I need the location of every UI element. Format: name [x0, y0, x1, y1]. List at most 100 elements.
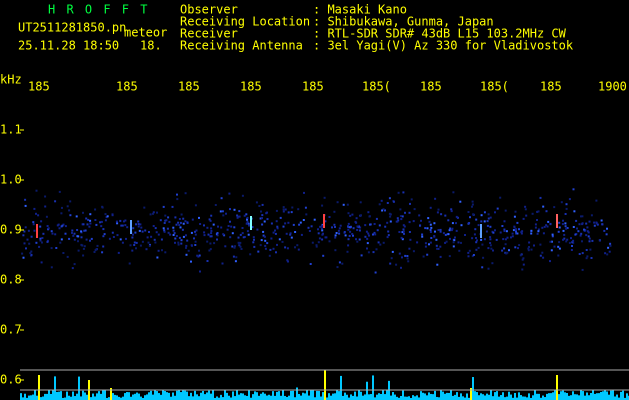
signal-level: [240, 393, 242, 400]
signal-level: [444, 393, 446, 400]
noise: [222, 233, 225, 236]
noise: [184, 192, 187, 195]
signal-level: [578, 395, 580, 400]
noise: [203, 234, 206, 237]
signal-level: [322, 392, 324, 400]
noise: [292, 223, 295, 226]
noise: [472, 213, 475, 216]
noise: [284, 208, 287, 211]
noise: [35, 212, 37, 215]
noise: [111, 214, 114, 217]
noise: [450, 229, 453, 232]
meteor-echo: [250, 216, 252, 230]
signal-level: [80, 396, 82, 400]
noise: [378, 203, 381, 206]
noise: [424, 245, 427, 248]
noise: [494, 229, 496, 232]
noise: [263, 235, 266, 238]
noise: [178, 224, 181, 226]
noise: [424, 242, 427, 245]
noise: [242, 236, 245, 239]
noise: [246, 230, 249, 233]
noise: [40, 220, 43, 223]
noise: [527, 249, 530, 252]
noise: [424, 227, 427, 230]
noise: [504, 243, 507, 246]
noise: [275, 220, 278, 223]
noise: [24, 204, 27, 207]
noise: [68, 237, 71, 240]
noise: [155, 231, 158, 234]
noise: [421, 235, 424, 238]
signal-level: [462, 396, 464, 400]
noise: [581, 223, 584, 226]
signal-level: [538, 393, 540, 400]
noise: [208, 249, 211, 252]
noise: [429, 229, 432, 231]
noise: [232, 255, 235, 258]
noise: [69, 200, 72, 203]
signal-level: [288, 395, 290, 400]
noise: [487, 247, 490, 250]
signal-level: [572, 391, 574, 400]
noise: [471, 203, 474, 206]
noise: [119, 219, 122, 222]
noise: [471, 205, 473, 208]
noise: [116, 234, 119, 237]
signal-level: [254, 391, 256, 400]
noise: [294, 246, 296, 249]
noise: [90, 237, 93, 240]
noise: [562, 229, 565, 232]
noise: [290, 211, 293, 214]
noise: [397, 219, 400, 222]
noise: [302, 219, 305, 221]
noise: [81, 244, 84, 247]
noise: [515, 230, 517, 233]
noise: [282, 225, 285, 228]
signal-level: [424, 393, 426, 400]
noise: [25, 247, 27, 250]
noise: [549, 260, 551, 263]
signal-level: [300, 395, 302, 400]
signal-level: [466, 393, 468, 400]
noise: [473, 233, 476, 236]
file-suffix: meteor: [124, 26, 167, 40]
noise: [452, 191, 455, 194]
signal-level: [510, 394, 512, 400]
noise: [451, 227, 454, 230]
time-label: 185: [178, 80, 200, 94]
signal-level: [528, 393, 530, 400]
signal-level: [410, 397, 412, 400]
noise: [503, 228, 506, 231]
signal-level: [604, 390, 606, 400]
noise: [595, 222, 598, 225]
signal-level: [184, 390, 186, 400]
noise: [489, 242, 492, 244]
noise: [591, 239, 594, 242]
noise: [276, 243, 278, 246]
noise: [580, 215, 582, 218]
noise: [382, 241, 385, 244]
signal-level: [224, 390, 226, 400]
signal-level: [584, 395, 586, 400]
noise: [364, 224, 367, 227]
noise: [241, 194, 244, 197]
noise: [565, 227, 568, 230]
noise: [503, 247, 506, 250]
noise: [352, 227, 355, 230]
noise: [185, 246, 187, 249]
noise: [391, 250, 394, 253]
signal-level: [416, 395, 418, 400]
noise: [59, 241, 62, 244]
signal-level: [194, 390, 196, 400]
noise: [265, 212, 268, 215]
noise: [150, 235, 153, 238]
noise: [395, 263, 398, 266]
noise: [399, 215, 402, 217]
noise: [230, 225, 233, 228]
noise: [358, 238, 361, 241]
noise: [268, 254, 271, 257]
signal-level: [370, 394, 372, 400]
